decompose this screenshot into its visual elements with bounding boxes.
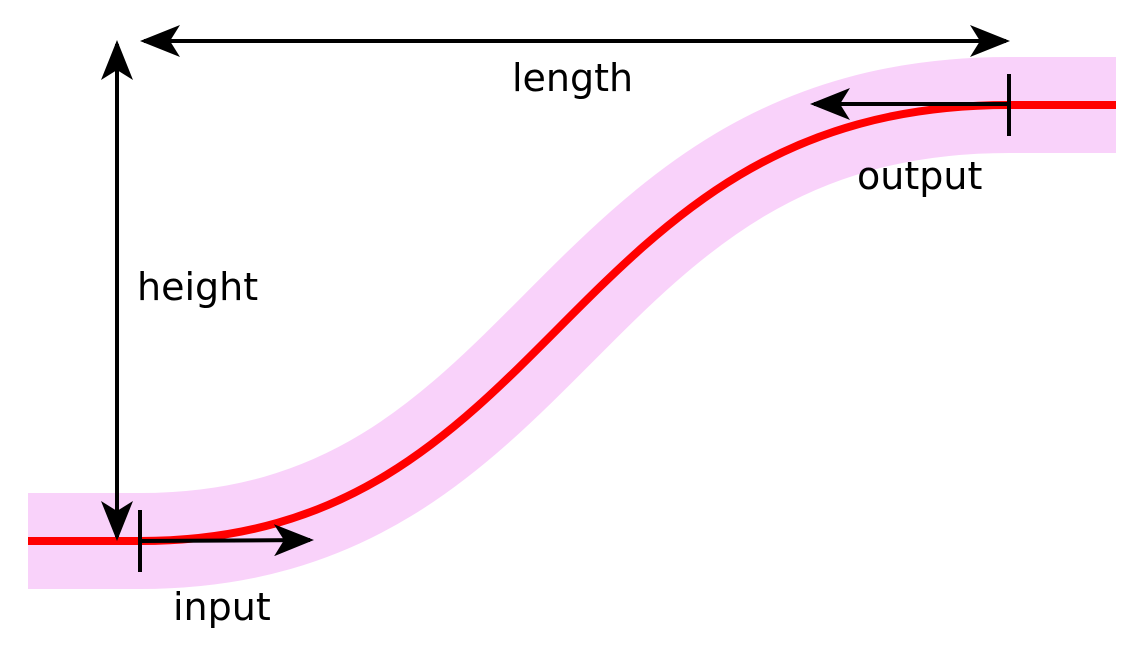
input-direction-arrow bbox=[139, 524, 314, 557]
waveguide-core bbox=[28, 101, 1116, 545]
height-label: height bbox=[137, 265, 258, 309]
output-label: output bbox=[857, 154, 982, 198]
input-label: input bbox=[173, 585, 271, 629]
length-label: length bbox=[512, 56, 633, 100]
